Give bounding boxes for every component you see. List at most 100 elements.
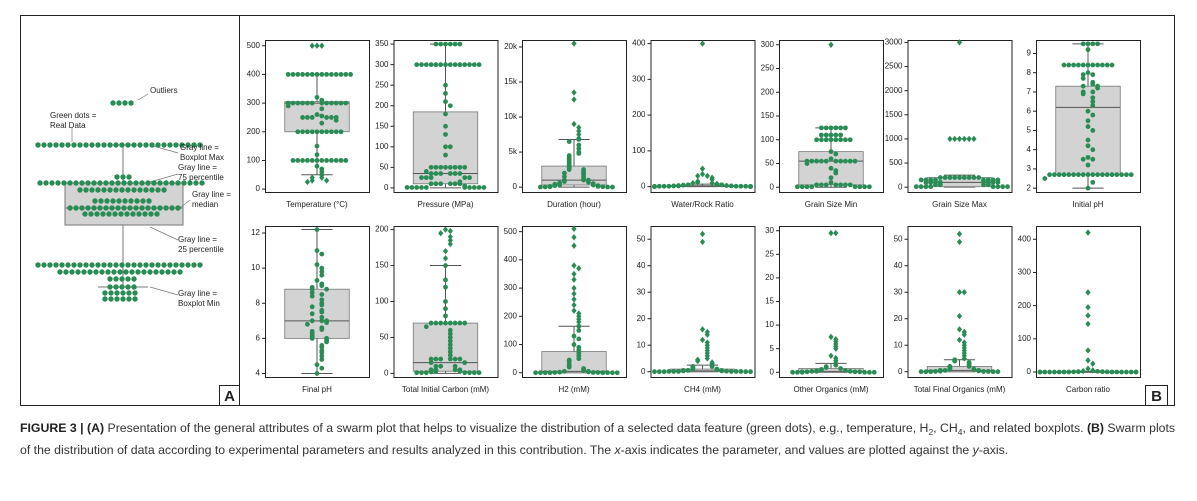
data-point bbox=[804, 161, 810, 166]
data-point bbox=[833, 125, 839, 131]
plot-frame bbox=[650, 40, 756, 193]
data-point bbox=[833, 158, 839, 164]
data-point bbox=[1095, 85, 1100, 91]
y-tick-label: 10k bbox=[504, 112, 518, 121]
data-point bbox=[586, 369, 591, 375]
data-point bbox=[343, 72, 349, 77]
schematic-dot bbox=[105, 269, 111, 275]
data-point bbox=[1090, 95, 1096, 101]
schematic-dot bbox=[95, 262, 101, 268]
schematic-dot bbox=[125, 276, 131, 282]
outlier bbox=[956, 230, 963, 238]
data-point bbox=[1119, 172, 1124, 178]
schematic-dot bbox=[126, 290, 132, 296]
data-point bbox=[1066, 369, 1072, 375]
data-point bbox=[819, 158, 824, 164]
schematic-dot bbox=[127, 180, 133, 186]
data-point bbox=[728, 369, 734, 374]
data-point bbox=[1061, 369, 1067, 375]
outlier bbox=[324, 177, 330, 184]
data-point bbox=[656, 183, 662, 189]
schematic-dot bbox=[115, 205, 121, 211]
y-tick-label: 2 bbox=[1027, 183, 1032, 192]
data-point bbox=[419, 185, 424, 190]
schematic-label: 25 percentile bbox=[178, 245, 224, 254]
outlier bbox=[699, 326, 706, 333]
data-point bbox=[462, 185, 468, 190]
data-point bbox=[1090, 81, 1096, 87]
schematic-dot bbox=[139, 205, 145, 211]
schematic-dot bbox=[97, 205, 103, 211]
data-point bbox=[1085, 143, 1091, 149]
schematic-dot bbox=[133, 205, 139, 211]
caption-run: Swarm plots of the distribution of data … bbox=[20, 421, 1176, 457]
data-point bbox=[423, 324, 429, 330]
data-point bbox=[447, 353, 453, 358]
outlier bbox=[571, 234, 577, 241]
schematic-dot bbox=[163, 180, 169, 186]
data-point bbox=[738, 183, 744, 189]
schematic-dot bbox=[97, 180, 103, 186]
schematic-dot bbox=[67, 205, 73, 211]
y-tick-label: 0 bbox=[384, 369, 389, 378]
data-point bbox=[1071, 62, 1076, 68]
schematic-dot bbox=[116, 198, 122, 204]
data-point bbox=[738, 369, 744, 374]
outlier bbox=[956, 336, 963, 344]
schematic-dot bbox=[136, 211, 142, 217]
data-point bbox=[857, 369, 863, 375]
data-point bbox=[447, 335, 453, 340]
y-tick-label: 200 bbox=[504, 311, 518, 320]
y-tick-label: 500 bbox=[504, 227, 518, 236]
x-axis-label: CH4 (mM) bbox=[684, 385, 721, 394]
data-point bbox=[918, 369, 924, 375]
outlier bbox=[704, 331, 710, 338]
y-tick-label: 100 bbox=[632, 146, 646, 155]
schematic-dot bbox=[139, 180, 145, 186]
schematic-dot bbox=[108, 290, 114, 296]
data-point bbox=[438, 363, 444, 369]
schematic-dot bbox=[151, 205, 157, 211]
data-point bbox=[314, 227, 320, 232]
schematic-dot bbox=[73, 205, 79, 211]
data-point bbox=[338, 100, 344, 106]
data-point bbox=[324, 339, 329, 345]
caption-run: 2 bbox=[928, 427, 934, 437]
schematic-dot bbox=[114, 290, 120, 296]
y-tick-label: 5k bbox=[509, 147, 518, 156]
data-point bbox=[314, 72, 320, 77]
outlier bbox=[1085, 347, 1091, 354]
y-tick-label: 3000 bbox=[885, 38, 903, 47]
schematic-dot bbox=[53, 262, 59, 268]
data-point bbox=[452, 356, 458, 362]
data-point bbox=[1109, 369, 1115, 375]
data-point bbox=[862, 369, 867, 375]
data-point bbox=[329, 129, 334, 135]
y-tick-label: 100 bbox=[504, 340, 518, 349]
outlier bbox=[319, 174, 325, 181]
data-point bbox=[843, 367, 848, 373]
y-tick-label: 0 bbox=[384, 183, 389, 192]
data-point bbox=[610, 370, 615, 376]
data-point bbox=[423, 370, 429, 376]
data-point bbox=[452, 367, 458, 373]
schematic-dot bbox=[122, 198, 128, 204]
schematic-dot bbox=[131, 187, 137, 193]
y-tick-label: 150 bbox=[375, 261, 389, 270]
data-point bbox=[547, 184, 553, 190]
schematic-label: Real Data bbox=[50, 121, 86, 130]
data-point bbox=[319, 327, 325, 332]
schematic-dot bbox=[53, 142, 59, 148]
data-point bbox=[1080, 76, 1086, 81]
data-point bbox=[443, 111, 448, 117]
schematic-label: Boxplot Min bbox=[178, 299, 220, 308]
panel-label: B bbox=[1151, 388, 1162, 405]
data-point bbox=[605, 184, 610, 190]
schematic-dot bbox=[125, 284, 131, 290]
data-point bbox=[985, 182, 991, 188]
data-point bbox=[557, 369, 562, 375]
caption: FIGURE 3 | (A) Presentation of the gener… bbox=[20, 420, 1180, 459]
schematic-dot bbox=[107, 262, 113, 268]
data-point bbox=[428, 181, 434, 187]
data-point bbox=[581, 368, 586, 373]
